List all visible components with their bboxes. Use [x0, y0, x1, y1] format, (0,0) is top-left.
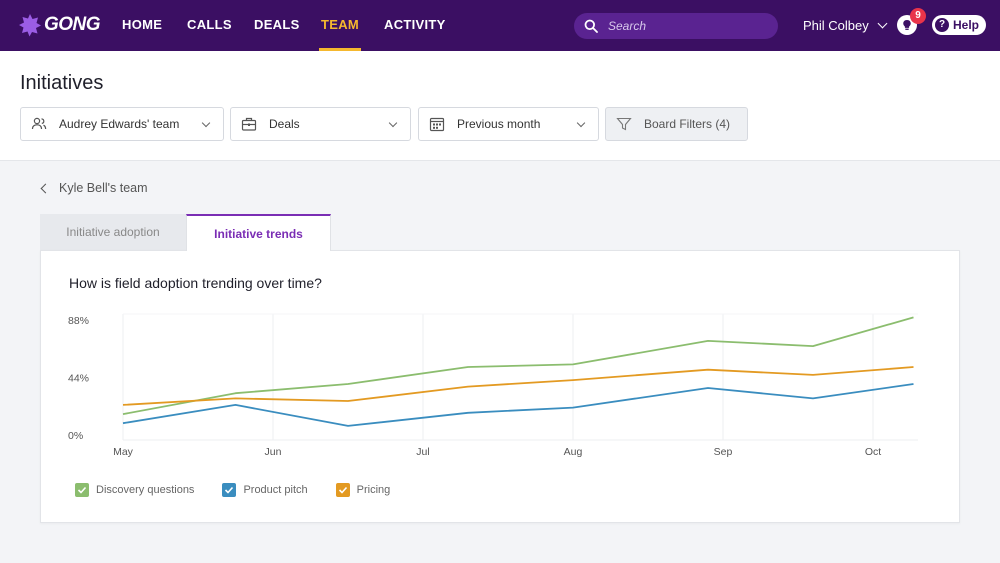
card-question: How is field adoption trending over time… [69, 275, 322, 291]
x-tick-label: Jul [416, 446, 429, 458]
chevron-down-icon [576, 118, 586, 128]
page-header: Initiatives Audrey Edwards' team Deals [0, 51, 1000, 161]
x-tick-label: Jun [265, 446, 282, 458]
chevron-down-icon [201, 118, 211, 128]
checkbox-checked-icon[interactable] [75, 483, 89, 497]
gong-logo-icon [19, 14, 41, 37]
chevron-down-icon [388, 118, 398, 128]
search-bar[interactable] [574, 13, 778, 39]
nav-activity[interactable]: ACTIVITY [384, 17, 446, 32]
x-tick-label: Aug [564, 446, 583, 458]
gong-logo[interactable]: GONG [18, 12, 101, 38]
top-nav: GONG HOME CALLS DEALS TEAM ACTIVITY Phil… [0, 0, 1000, 51]
series-line-product-pitch [122, 383, 914, 427]
funnel-icon [616, 116, 632, 132]
x-tick-label: May [113, 446, 134, 458]
back-link-label: Kyle Bell's team [59, 181, 148, 195]
trends-card: How is field adoption trending over time… [40, 250, 960, 523]
people-icon [31, 116, 47, 132]
checkbox-checked-icon[interactable] [335, 483, 350, 497]
team-filter[interactable]: Audrey Edwards' team [20, 107, 224, 141]
y-tick-label: 44% [68, 373, 89, 385]
help-button[interactable]: ? Help [932, 15, 986, 35]
y-tick-label: 88% [68, 315, 89, 327]
legend-pricing[interactable]: Pricing [335, 483, 391, 497]
chevron-down-icon [877, 18, 888, 29]
trends-chart: 88% 44% 0% May Jun Jul Aug Sep Oct [68, 313, 918, 458]
back-link[interactable]: Kyle Bell's team [40, 181, 148, 195]
legend-label: Discovery questions [96, 484, 195, 496]
deals-filter-label: Deals [269, 117, 300, 131]
legend-label: Pricing [356, 484, 391, 496]
nav-deals[interactable]: DEALS [254, 17, 300, 32]
tab-initiative-adoption[interactable]: Initiative adoption [40, 214, 186, 251]
tab-initiative-trends[interactable]: Initiative trends [186, 214, 331, 251]
board-filters-button[interactable]: Board Filters (4) [605, 107, 748, 141]
nav-home[interactable]: HOME [122, 17, 163, 32]
x-tick-label: Oct [865, 446, 881, 458]
chart-legend: Discovery questions Product pitch Pricin… [75, 483, 418, 497]
user-menu[interactable]: Phil Colbey [803, 0, 888, 51]
user-name: Phil Colbey [803, 17, 869, 33]
series-line-discovery-questions [122, 316, 914, 415]
checkbox-checked-icon[interactable] [222, 483, 237, 497]
briefcase-icon [241, 116, 257, 132]
search-input[interactable] [608, 19, 768, 33]
board-filters-label: Board Filters (4) [644, 117, 731, 131]
chevron-left-icon [40, 183, 51, 193]
logo-text: GONG [44, 14, 101, 35]
search-icon [584, 19, 598, 33]
help-label: Help [953, 18, 980, 32]
team-filter-label: Audrey Edwards' team [59, 117, 180, 131]
legend-label: Product pitch [243, 484, 308, 496]
series-line-pricing [122, 366, 914, 406]
y-tick-label: 0% [68, 430, 83, 442]
x-tick-label: Sep [714, 446, 733, 458]
legend-product-pitch[interactable]: Product pitch [222, 483, 308, 497]
period-filter[interactable]: Previous month [418, 107, 599, 141]
period-filter-label: Previous month [457, 117, 541, 131]
nav-team[interactable]: TEAM [318, 0, 362, 51]
calendar-icon [429, 116, 445, 132]
nav-calls[interactable]: CALLS [187, 17, 232, 32]
legend-discovery-questions[interactable]: Discovery questions [75, 483, 194, 497]
deals-filter[interactable]: Deals [230, 107, 411, 141]
notification-badge: 9 [910, 8, 926, 24]
help-icon: ? [935, 18, 949, 32]
page-title: Initiatives [20, 72, 104, 94]
